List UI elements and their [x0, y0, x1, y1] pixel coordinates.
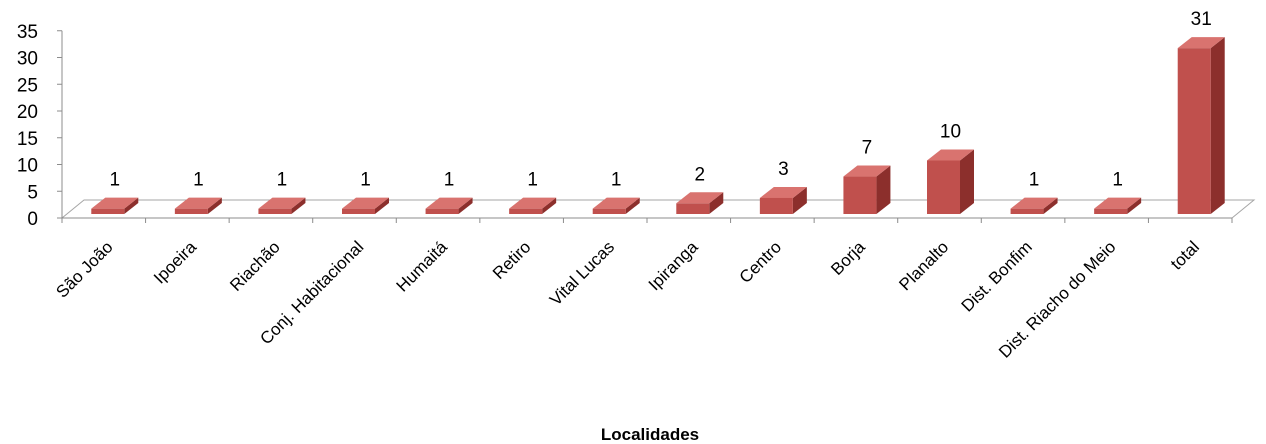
bar-side [876, 165, 891, 214]
data-label: 1 [444, 170, 455, 191]
bar [759, 186, 807, 214]
data-label: 1 [1029, 170, 1040, 191]
bar-top [676, 192, 724, 204]
bar [425, 197, 473, 214]
bar-top [592, 197, 640, 209]
bars [91, 37, 1225, 215]
data-label: 1 [1112, 170, 1123, 191]
category-label: Vital Lucas [546, 237, 618, 309]
bar [342, 197, 389, 214]
floor-outline [60, 199, 1256, 219]
bar-top [843, 165, 891, 177]
bar-top [759, 186, 807, 198]
bar-front [258, 208, 292, 214]
bar-side [625, 197, 640, 214]
bar-top [1177, 37, 1225, 49]
bar-front [1177, 48, 1211, 215]
bar-side [1043, 197, 1058, 214]
bar-side [792, 186, 807, 214]
bar-top [258, 197, 306, 209]
data-label: 1 [360, 170, 371, 191]
x-axis-title: Localidades [601, 425, 699, 444]
bar-side [1127, 197, 1142, 214]
bar-front [425, 208, 459, 214]
data-label: 1 [611, 170, 622, 191]
y-tick-label: 15 [17, 129, 38, 150]
y-tick-label: 25 [17, 75, 38, 96]
y-tick-label: 30 [17, 49, 38, 70]
category-label: São João [52, 237, 116, 301]
chart-axes [61, 30, 1233, 223]
category-label: Humaitá [393, 237, 452, 296]
data-label: 1 [527, 170, 538, 191]
bar-side [960, 149, 974, 214]
bar-top [927, 149, 974, 161]
bar [676, 192, 724, 214]
bar [91, 197, 139, 214]
bar [927, 149, 974, 214]
bar [592, 197, 640, 214]
category-label: Riachão [226, 237, 284, 295]
data-labels: 1 1 1 1 1 1 1 2 3 7 10 1 1 31 [109, 9, 1212, 191]
bar-top [1094, 197, 1142, 209]
category-label: Dist. Bonfim [958, 237, 1036, 315]
y-axis-ticks: 0 5 10 15 20 25 30 35 [17, 22, 62, 230]
y-tick-label: 0 [27, 209, 38, 230]
y-tick-label: 10 [17, 156, 38, 177]
data-label: 2 [694, 164, 705, 185]
bar-front [91, 208, 125, 214]
bar-side [709, 192, 724, 214]
bar-top [91, 197, 139, 209]
bar-top [342, 197, 389, 209]
category-label: Ipiranga [645, 237, 702, 294]
bar [1177, 37, 1225, 215]
chart-floor [60, 199, 1256, 219]
category-label: Retiro [489, 237, 535, 283]
bar-top [425, 197, 473, 209]
bar-side [124, 197, 139, 214]
data-label: 7 [862, 138, 873, 159]
y-tick-label: 35 [17, 22, 38, 43]
bar [843, 165, 891, 214]
bar-front [174, 208, 208, 214]
bar-side [458, 197, 473, 214]
bar-front [676, 203, 710, 214]
data-label: 1 [193, 170, 204, 191]
bar-front [592, 208, 626, 214]
bar-side [375, 197, 389, 214]
bar-front [759, 197, 793, 214]
data-label: 3 [778, 159, 789, 180]
bar [174, 197, 222, 214]
bar-top [1010, 197, 1058, 209]
data-label: 1 [109, 170, 120, 191]
category-label: Planalto [895, 237, 952, 294]
bar-front [342, 208, 375, 214]
bar [1094, 197, 1142, 214]
bar-side [542, 197, 557, 214]
bar-side [1210, 37, 1225, 215]
category-label: Centro [736, 237, 786, 287]
bar [509, 197, 557, 214]
category-label: Borja [827, 237, 869, 279]
bar-front [509, 208, 543, 214]
bar-top [509, 197, 557, 209]
bar-front [1010, 208, 1044, 214]
data-label: 31 [1191, 9, 1212, 30]
bar-front [843, 176, 877, 214]
y-tick-label: 5 [27, 182, 38, 203]
data-label: 10 [940, 122, 961, 143]
bar-front [927, 160, 960, 214]
y-tick-label: 20 [17, 102, 38, 123]
bar-side [207, 197, 222, 214]
bar-front [1094, 208, 1128, 214]
data-label: 1 [277, 170, 288, 191]
bar [1010, 197, 1058, 214]
bar-side [291, 197, 306, 214]
category-label: total [1167, 237, 1203, 273]
bar [258, 197, 306, 214]
category-label: Ipoeira [150, 237, 201, 288]
bar-top [174, 197, 222, 209]
